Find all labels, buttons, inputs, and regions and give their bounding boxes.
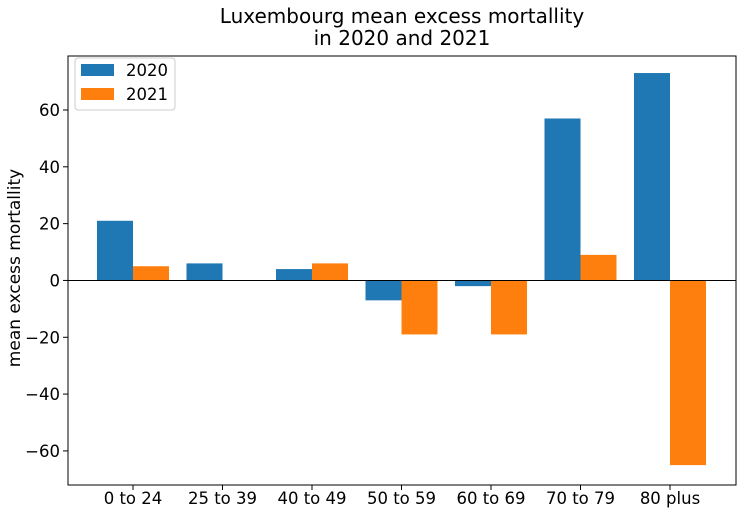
x-tick-label: 80 plus bbox=[640, 489, 700, 508]
chart-title-line-2: in 2020 and 2021 bbox=[314, 26, 491, 50]
bar-2020-25-to-39 bbox=[186, 263, 223, 281]
x-tick-label: 70 to 79 bbox=[546, 489, 615, 508]
x-tick-label: 50 to 59 bbox=[367, 489, 436, 508]
bar-2020-60-to-69 bbox=[455, 280, 491, 287]
bar-2021-70-to-79 bbox=[580, 254, 617, 281]
bar-2021-50-to-59 bbox=[401, 280, 438, 335]
chart-title-line-1: Luxembourg mean excess mortallity bbox=[220, 4, 585, 28]
x-tick-label: 25 to 39 bbox=[188, 489, 257, 508]
legend: 2020 2021 bbox=[74, 57, 176, 111]
bar-2020-70-to-79 bbox=[544, 118, 581, 281]
bar-2021-0-to-24 bbox=[133, 266, 169, 281]
legend-label-2021: 2021 bbox=[126, 85, 168, 104]
y-tick-label: 0 bbox=[50, 271, 61, 290]
x-tick-label: 60 to 69 bbox=[456, 489, 525, 508]
y-axis-label: mean excess mortallity bbox=[5, 169, 25, 367]
y-tick-label: −60 bbox=[25, 442, 60, 461]
y-tick-label: −40 bbox=[25, 385, 60, 404]
bar-2020-50-to-59 bbox=[365, 280, 402, 301]
y-tick-label: −20 bbox=[25, 328, 60, 347]
y-tick-label: 60 bbox=[39, 101, 60, 120]
x-tick-label: 0 to 24 bbox=[104, 489, 163, 508]
bar-2020-80-plus bbox=[634, 73, 670, 281]
bar-2020-0-to-24 bbox=[97, 220, 133, 281]
plot-area: −60 −40 −20 0 20 40 60 0 to 24 25 to 39 40 to 49 5… bbox=[25, 55, 737, 508]
y-tick-label: 20 bbox=[39, 215, 60, 234]
bar-2021-80-plus bbox=[670, 280, 706, 466]
bar-2021-60-to-69 bbox=[491, 280, 527, 335]
legend-swatch-2020 bbox=[81, 64, 114, 76]
legend-swatch-2021 bbox=[81, 88, 114, 100]
x-tick-label: 40 to 49 bbox=[277, 489, 346, 508]
bar-2020-40-to-49 bbox=[276, 269, 312, 281]
bar-2021-40-to-49 bbox=[312, 263, 348, 281]
y-tick-label: 40 bbox=[39, 158, 60, 177]
legend-label-2020: 2020 bbox=[126, 61, 168, 80]
